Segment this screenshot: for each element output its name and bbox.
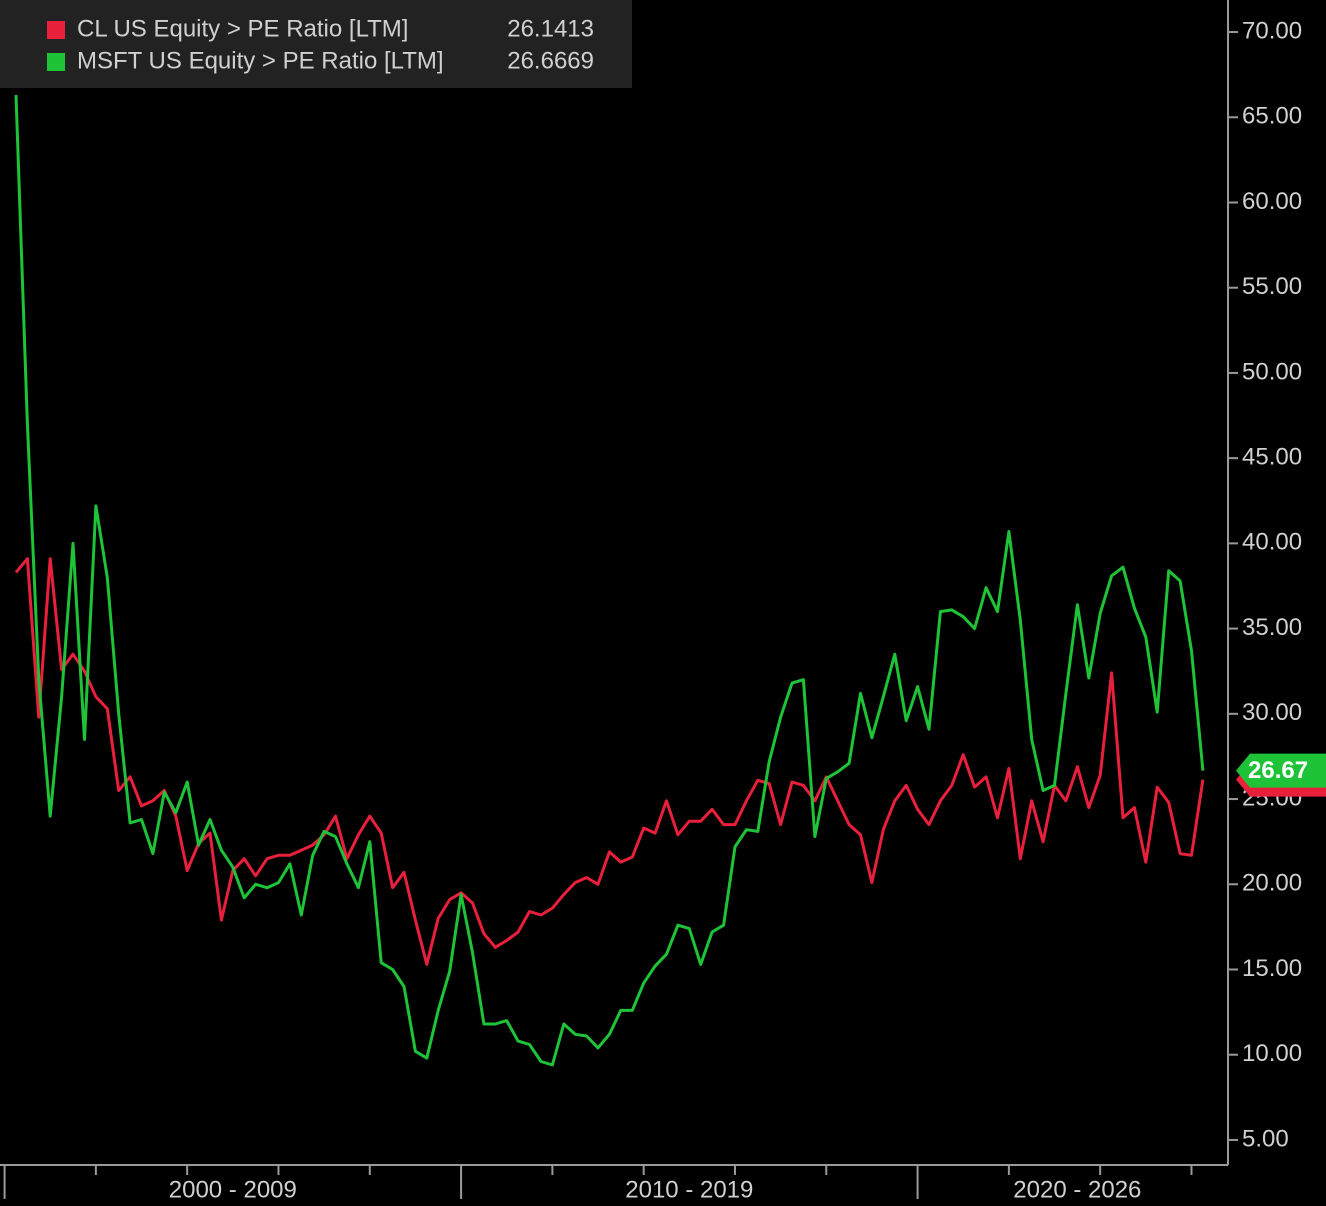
y-tick-label: 60.00	[1242, 188, 1302, 215]
series-line	[14, 557, 1205, 966]
last-value-tag	[1236, 753, 1326, 788]
x-range-label: 2000 - 2009	[169, 1176, 297, 1203]
last-value-tag-label: 26.67	[1248, 757, 1308, 784]
legend-label: MSFT US Equity > PE Ratio [LTM]	[77, 47, 444, 74]
y-tick-label: 30.00	[1242, 699, 1302, 726]
legend-label: CL US Equity > PE Ratio [LTM]	[77, 15, 408, 42]
legend-box	[0, 0, 632, 88]
y-tick-label: 45.00	[1242, 444, 1302, 471]
y-tick-label: 40.00	[1242, 529, 1302, 556]
x-range-label: 2010 - 2019	[625, 1176, 753, 1203]
y-tick-label: 35.00	[1242, 614, 1302, 641]
y-tick-label: 70.00	[1242, 17, 1302, 44]
x-range-label: 2020 - 2026	[1013, 1176, 1141, 1203]
legend-swatch	[47, 21, 65, 39]
y-tick-label: 50.00	[1242, 358, 1302, 385]
legend-swatch	[47, 53, 65, 71]
y-tick-label: 15.00	[1242, 955, 1302, 982]
y-tick-label: 5.00	[1242, 1125, 1289, 1152]
y-tick-label: 10.00	[1242, 1040, 1302, 1067]
y-tick-label: 20.00	[1242, 870, 1302, 897]
y-tick-label: 55.00	[1242, 273, 1302, 300]
legend-value: 26.6669	[507, 47, 594, 74]
legend-value: 26.1413	[507, 15, 594, 42]
series-line	[14, 95, 1205, 1067]
y-tick-label: 65.00	[1242, 103, 1302, 130]
